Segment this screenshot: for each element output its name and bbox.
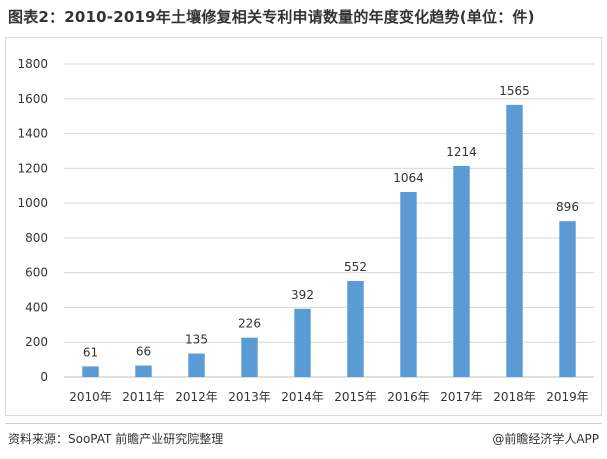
y-tick-label: 1000 xyxy=(17,196,48,210)
bar xyxy=(400,191,417,377)
y-tick-label: 600 xyxy=(25,266,48,280)
bar xyxy=(506,104,523,377)
data-label: 552 xyxy=(344,260,367,274)
data-label: 1214 xyxy=(446,145,477,159)
data-label: 1565 xyxy=(499,84,530,98)
bar xyxy=(241,337,258,377)
data-label: 1064 xyxy=(393,171,424,185)
bar xyxy=(347,281,364,377)
x-tick-label: 2016年 xyxy=(387,390,430,404)
chart-title: 图表2：2010-2019年土壤修复相关专利申请数量的年度变化趋势(单位：件) xyxy=(8,8,535,26)
y-tick-label: 800 xyxy=(25,231,48,245)
credit-note: @前瞻经济学人APP xyxy=(492,432,599,446)
x-tick-label: 2010年 xyxy=(69,390,112,404)
x-tick-label: 2017年 xyxy=(440,390,483,404)
data-label: 226 xyxy=(238,317,261,331)
data-label: 61 xyxy=(83,345,98,359)
bar xyxy=(135,365,152,377)
x-tick-label: 2018年 xyxy=(493,390,536,404)
y-tick-label: 1400 xyxy=(17,127,48,141)
bar-chart: 0 200 400 600 800 1000 1200 1400 1600 1800 61 2010年… xyxy=(17,57,594,404)
y-tick-label: 1600 xyxy=(17,92,48,106)
x-tick-label: 2013年 xyxy=(228,390,271,404)
y-tick-label: 0 xyxy=(40,370,48,384)
data-label: 135 xyxy=(185,333,208,347)
x-tick-label: 2014年 xyxy=(281,390,324,404)
bar xyxy=(559,221,576,377)
x-tick-label: 2015年 xyxy=(334,390,377,404)
bar xyxy=(82,366,99,377)
footer-divider xyxy=(5,423,602,424)
y-tick-label: 400 xyxy=(25,300,48,314)
chart-frame: 0 200 400 600 800 1000 1200 1400 1600 1800 61 2010年… xyxy=(5,37,602,416)
y-tick-label: 1800 xyxy=(17,57,48,71)
y-tick-label: 200 xyxy=(25,335,48,349)
x-tick-label: 2019年 xyxy=(546,390,589,404)
source-note: 资料来源：SooPAT 前瞻产业研究院整理 xyxy=(8,432,224,446)
bar xyxy=(453,165,470,377)
x-tick-label: 2011年 xyxy=(122,390,165,404)
data-label: 66 xyxy=(136,345,151,359)
data-label: 392 xyxy=(291,288,314,302)
bar xyxy=(294,308,311,377)
x-tick-label: 2012年 xyxy=(175,390,218,404)
data-label: 896 xyxy=(556,200,579,214)
bar xyxy=(188,353,205,377)
y-tick-label: 1200 xyxy=(17,161,48,175)
